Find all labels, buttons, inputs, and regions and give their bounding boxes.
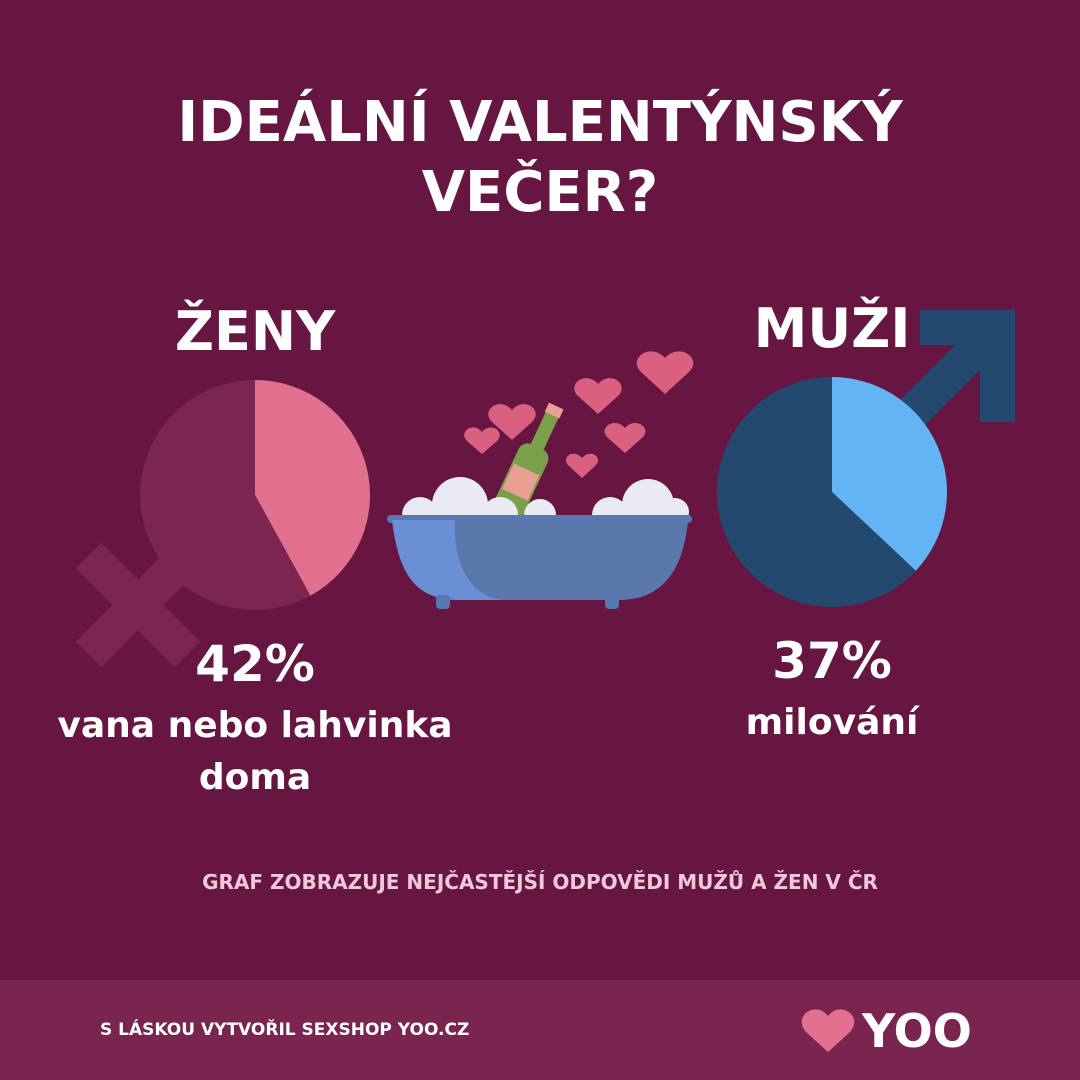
category-label: vana nebo lahvinka doma [57,705,453,798]
pie-title: MUŽI [753,297,911,360]
footer-band [0,980,1080,1080]
female-symbol [75,542,201,668]
bathtub [387,351,694,609]
category-label: milování [745,702,919,743]
value-label: 42% [195,635,315,693]
pie-slice [255,380,370,596]
pies [139,377,947,611]
footer-credit: S LÁSKOU VYTVOŘIL SEXSHOP YOO.CZ [100,1020,470,1040]
pie-slice [139,380,311,611]
value-label: 37% [772,632,892,690]
logo-heart [801,1009,855,1052]
pie-slice [832,377,947,571]
pie-title: ŽENY [174,300,336,363]
pie-slice [716,377,916,607]
logo: YOO [862,1004,972,1058]
title: IDEÁLNÍ VALENTÝNSKÝ VEČER? [177,90,903,225]
note: GRAF ZOBRAZUJE NEJČASTĚJŠÍ ODPOVĚDI MUŽŮ… [202,870,878,894]
